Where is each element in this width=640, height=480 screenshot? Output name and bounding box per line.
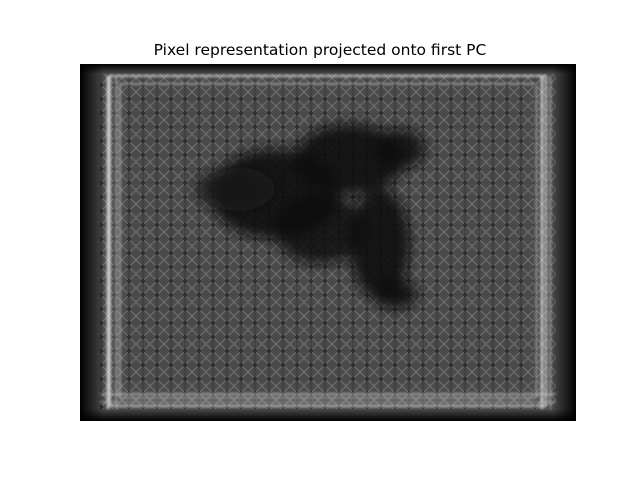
figure-title: Pixel representation projected onto firs…: [153, 41, 487, 59]
grayscale-projection-image: [80, 64, 576, 421]
projection-image: [80, 64, 576, 421]
